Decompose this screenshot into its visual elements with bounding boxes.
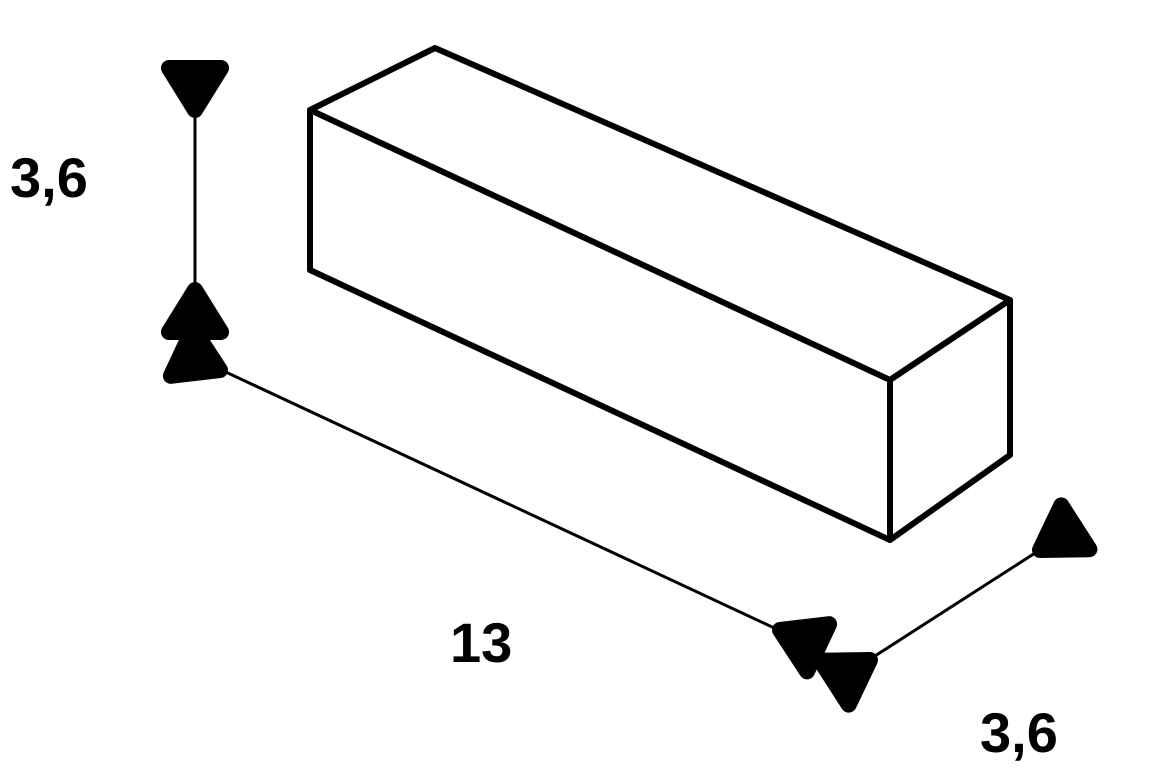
dimension-height-label: 3,6 (10, 145, 88, 210)
dimensioned-box-diagram (0, 0, 1150, 782)
dimension-length-label: 13 (450, 610, 512, 675)
dimension-depth-label: 3,6 (980, 700, 1058, 765)
